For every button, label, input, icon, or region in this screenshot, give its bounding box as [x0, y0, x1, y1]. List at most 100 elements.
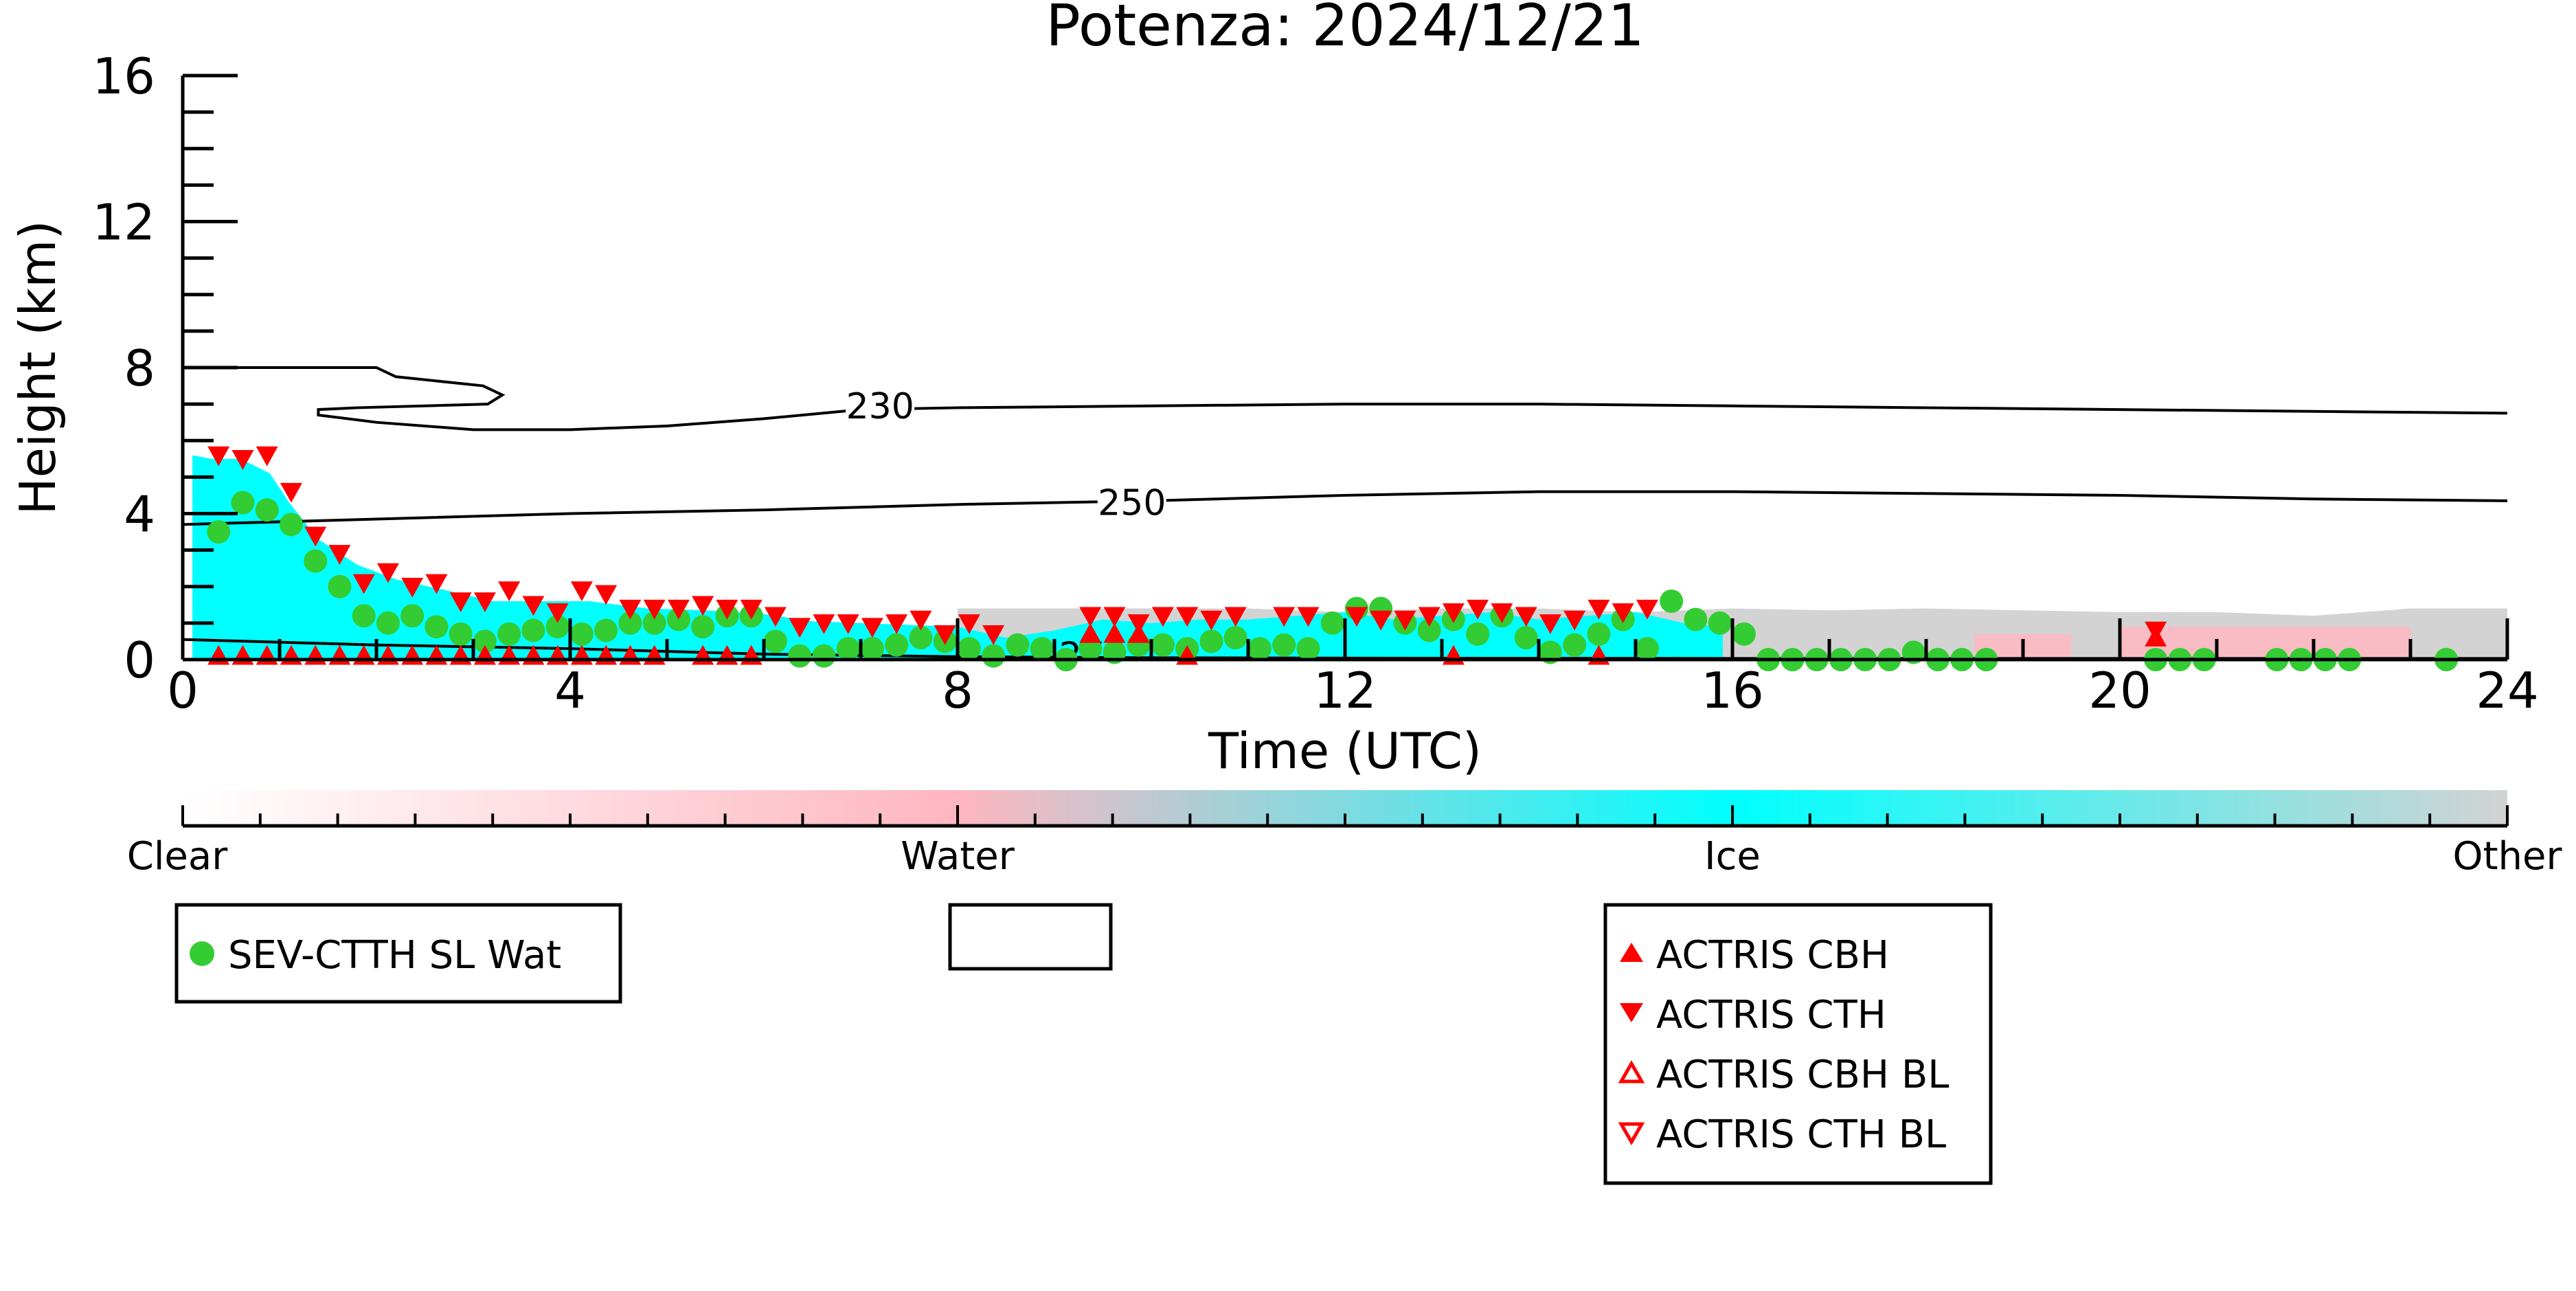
- actris-cth-point: [570, 581, 593, 602]
- sev-ctth-point: [788, 644, 812, 668]
- actris-cth-point: [692, 596, 714, 616]
- actris-cbh-point: [1103, 622, 1126, 643]
- sev-ctth-point: [860, 637, 884, 661]
- actris-cth-point: [764, 607, 787, 627]
- isotherm-label-bg: [846, 385, 915, 424]
- actris-cth-point: [231, 450, 254, 470]
- sev-ctth-point: [1006, 633, 1030, 657]
- legend-box-actris: [1603, 903, 1993, 1185]
- actris-cth-point: [934, 625, 956, 645]
- actris-cth-point: [498, 581, 521, 602]
- actris-cth-point: [740, 599, 762, 620]
- actris-cth-point: [1200, 610, 1223, 631]
- axis-ticks: 0 4 8 12 16 0 4 8 12 16 20 24: [92, 47, 2538, 719]
- sev-ctth-point: [1199, 629, 1223, 653]
- legend-marker-actris-cth-bl: [1618, 1122, 1645, 1146]
- sev-ctth-point: [982, 644, 1006, 668]
- ice-phase-area: [192, 455, 1723, 660]
- y-tick-label: 4: [124, 486, 155, 543]
- colorbar-label-ice: Ice: [1704, 834, 1761, 879]
- sev-ctth-point: [1223, 626, 1247, 650]
- sev-ctth-point: [763, 629, 787, 653]
- isotherm-label-bg: [1097, 482, 1166, 521]
- colorbar-label-other: Other: [2452, 834, 2562, 879]
- legend-label-actris-cth-bl: ACTRIS CTH BL: [1656, 1112, 1946, 1157]
- actris-cth-point: [982, 625, 1005, 645]
- legend-label-actris-cbh: ACTRIS CBH: [1656, 933, 1889, 978]
- x-tick-label: 4: [554, 662, 586, 719]
- isotherm-230: [183, 366, 2507, 431]
- sev-ctth-point: [352, 604, 376, 628]
- actris-cth-point: [1176, 607, 1199, 627]
- actris-cth-point: [958, 614, 980, 634]
- legend-label-actris-cth: ACTRIS CTH: [1656, 993, 1886, 1037]
- sev-ctth-point: [1296, 637, 1320, 661]
- sev-ctth-point: [376, 611, 400, 635]
- actris-cth-point: [1224, 607, 1247, 627]
- sev-ctth-point: [1514, 626, 1538, 650]
- actris-cth-point: [1418, 607, 1440, 627]
- actris-cth-point: [667, 599, 690, 620]
- actris-cth-point: [813, 614, 835, 634]
- actris-cth-point: [352, 574, 375, 594]
- water-phase-area: [2120, 627, 2410, 660]
- actris-cth-point: [425, 574, 448, 594]
- legend-marker-actris-cth: [1620, 1003, 1643, 1022]
- sev-ctth-point: [691, 615, 715, 639]
- sev-ctth-point: [255, 498, 279, 522]
- isotherm-250: [183, 490, 2507, 526]
- actris-cbh-point: [1079, 622, 1102, 643]
- marker-layer: [207, 446, 2459, 671]
- sev-ctth-point: [812, 644, 836, 668]
- actris-cth-point: [1563, 610, 1586, 631]
- sev-ctth-point: [1272, 633, 1296, 657]
- actris-cth-point: [522, 596, 545, 616]
- sev-ctth-point: [1708, 611, 1732, 635]
- actris-cth-point: [1515, 607, 1537, 627]
- sev-ctth-point: [569, 622, 594, 646]
- legend-marker-sev-ctth: [190, 941, 214, 966]
- actris-cth-point: [1079, 607, 1102, 627]
- legend-marker-actris-cbh: [1620, 943, 1643, 962]
- sev-ctth-point: [1684, 607, 1708, 631]
- sev-ctth-point: [1030, 637, 1054, 661]
- actris-cth-point: [546, 603, 569, 623]
- actris-cth-point: [595, 585, 618, 605]
- sev-ctth-point: [957, 637, 981, 661]
- sev-ctth-point: [618, 611, 642, 635]
- actris-cth-point: [1612, 603, 1634, 623]
- actris-cth-point: [837, 614, 859, 634]
- sev-ctth-point: [425, 615, 449, 639]
- sev-ctth-point: [207, 520, 231, 544]
- actris-cth-point: [473, 592, 496, 612]
- colorbar-label-clear: Clear: [127, 834, 228, 879]
- sev-ctth-point: [1417, 618, 1441, 642]
- actris-cth-point: [1297, 607, 1320, 627]
- sev-ctth-point: [449, 622, 473, 646]
- actris-cth-point: [1588, 599, 1610, 620]
- x-tick-label: 16: [1701, 662, 1764, 719]
- x-tick-label: 12: [1313, 662, 1377, 719]
- sev-ctth-point: [1151, 633, 1175, 657]
- x-tick-label: 24: [2476, 662, 2539, 719]
- colorbar-label-water: Water: [901, 834, 1015, 879]
- y-tick-label: 8: [124, 339, 155, 397]
- sev-ctth-point: [1660, 590, 1684, 613]
- sev-ctth-point: [497, 622, 521, 646]
- actris-cth-point: [1442, 603, 1465, 623]
- actris-cth-point: [280, 482, 302, 503]
- sev-ctth-point: [1247, 637, 1272, 661]
- actris-cth-point: [304, 526, 327, 547]
- y-tick-label: 0: [124, 631, 155, 689]
- actris-cth-point: [909, 610, 932, 631]
- actris-cth-point: [449, 592, 472, 612]
- actris-cth-point: [716, 599, 738, 620]
- actris-cth-point: [328, 545, 351, 565]
- actris-cth-point: [1467, 599, 1489, 620]
- actris-cth-point: [1151, 607, 1174, 627]
- actris-cth-point: [619, 599, 642, 620]
- actris-cth-point: [1491, 603, 1513, 623]
- actris-cth-point: [1370, 610, 1392, 631]
